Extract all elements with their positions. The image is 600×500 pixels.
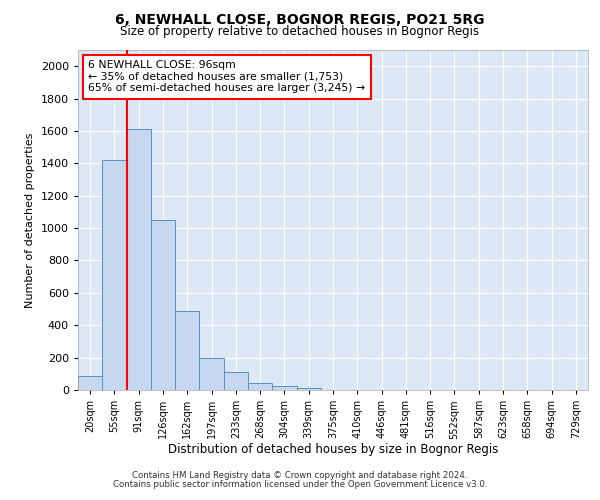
Text: Contains HM Land Registry data © Crown copyright and database right 2024.: Contains HM Land Registry data © Crown c… <box>132 471 468 480</box>
Text: Distribution of detached houses by size in Bognor Regis: Distribution of detached houses by size … <box>168 442 498 456</box>
Text: 6, NEWHALL CLOSE, BOGNOR REGIS, PO21 5RG: 6, NEWHALL CLOSE, BOGNOR REGIS, PO21 5RG <box>115 12 485 26</box>
Bar <box>272 386 296 390</box>
Text: Size of property relative to detached houses in Bognor Regis: Size of property relative to detached ho… <box>121 25 479 38</box>
Bar <box>78 376 102 390</box>
Bar <box>199 358 224 390</box>
Bar <box>127 130 151 390</box>
Bar <box>175 310 199 390</box>
Bar <box>224 372 248 390</box>
Bar <box>102 160 127 390</box>
Bar <box>151 220 175 390</box>
Bar <box>248 382 272 390</box>
Text: 6 NEWHALL CLOSE: 96sqm
← 35% of detached houses are smaller (1,753)
65% of semi-: 6 NEWHALL CLOSE: 96sqm ← 35% of detached… <box>88 60 365 94</box>
Bar <box>296 388 321 390</box>
Y-axis label: Number of detached properties: Number of detached properties <box>25 132 35 308</box>
Text: Contains public sector information licensed under the Open Government Licence v3: Contains public sector information licen… <box>113 480 487 489</box>
